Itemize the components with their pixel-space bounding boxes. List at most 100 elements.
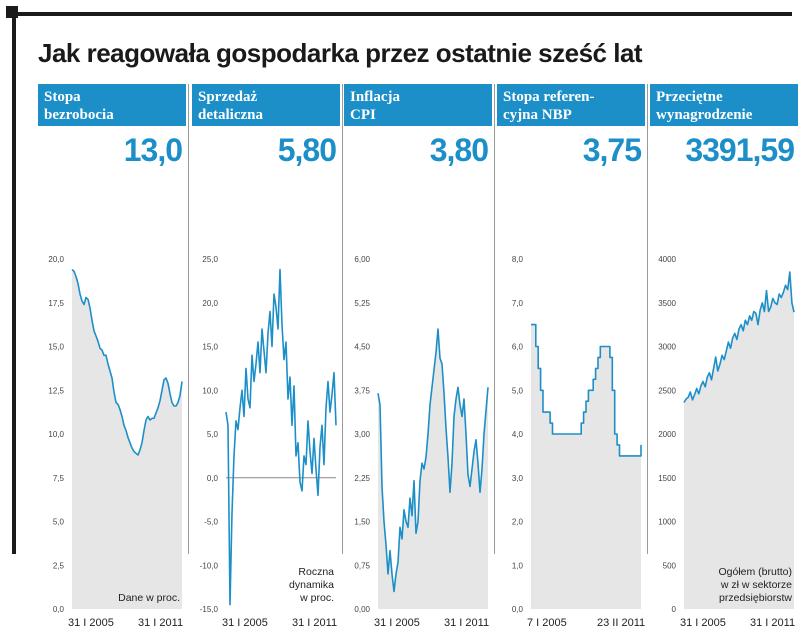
series-area (72, 269, 182, 609)
x-tick-label: 31 I 2011 (750, 617, 795, 629)
panel-header-line: Przeciętne (656, 89, 723, 105)
chart-panel-1: Stopa bezrobocia 13,0 20,0 17,5 15,0 12,5 10,0 7… (38, 84, 186, 629)
y-tick-label: 1000 (658, 518, 676, 527)
y-tick-label: 0,00 (354, 605, 370, 614)
y-tick-label: 6,00 (354, 255, 370, 264)
y-tick-label: 8,0 (512, 255, 524, 264)
y-tick-label: 0,0 (207, 474, 219, 483)
y-tick-label: 20,0 (202, 299, 218, 308)
series-area (684, 272, 794, 609)
y-tick-label: 500 (663, 561, 677, 570)
y-tick-label: 3000 (658, 343, 676, 352)
panel-header-line: bezrobocia (44, 107, 114, 123)
y-tick-label: 1,50 (354, 518, 370, 527)
y-tick-label: 3,00 (354, 430, 370, 439)
y-tick-label: 15,0 (202, 343, 218, 352)
panel-header-line: Stopa referen- (503, 89, 595, 105)
x-tick-label: 31 I 2011 (444, 617, 489, 629)
y-tick-label: 1500 (658, 474, 676, 483)
panel-header-line: detaliczna (198, 107, 263, 123)
chart-note: w zł w sektorze (720, 579, 792, 591)
y-tick-label: 0,0 (512, 605, 524, 614)
x-tick-label: 23 II 2011 (597, 617, 645, 629)
panel-current-value: 3,75 (582, 132, 642, 168)
frame-top-rule (12, 12, 792, 16)
y-tick-label: 0,75 (354, 561, 370, 570)
y-tick-label: 7,5 (53, 474, 65, 483)
panel-current-value: 13,0 (123, 132, 183, 168)
x-tick-label: 31 I 2011 (292, 617, 337, 629)
panel-header-line: cyjna NBP (503, 107, 572, 123)
y-tick-label: 17,5 (48, 299, 64, 308)
chart-note: w proc. (299, 592, 334, 604)
y-tick-label: 5,0 (53, 518, 65, 527)
chart-panel-4: Stopa referen-cyjna NBP 3,75 8,0 7,0 6,0 5,0 4… (497, 84, 645, 629)
y-tick-label: 2,25 (354, 474, 370, 483)
y-tick-label: -15,0 (200, 605, 219, 614)
chart-panel-5: Przeciętne wynagrodzenie 3391,59 4000 3500 30… (650, 84, 798, 629)
panel-header: Inflacja CPI (344, 84, 492, 126)
panel-chart: 8,0 7,0 6,0 5,0 4,0 3,0 2,0 1,0 0,07 I 2005 23 II… (512, 255, 645, 629)
panel-header-line: CPI (350, 107, 376, 123)
series-area (378, 329, 488, 609)
page-title: Jak reagowała gospodarka przez ostatnie … (38, 38, 643, 68)
y-tick-label: 2000 (658, 430, 676, 439)
y-tick-label: 5,0 (512, 386, 524, 395)
y-tick-label: 2500 (658, 386, 676, 395)
y-tick-label: 1,0 (512, 561, 524, 570)
panel-header-line: Inflacja (350, 89, 400, 105)
x-tick-label: 31 I 2005 (680, 617, 726, 629)
y-tick-label: -10,0 (200, 561, 219, 570)
y-tick-label: 20,0 (48, 255, 64, 264)
chart-note: dynamika (289, 579, 334, 591)
chart-note: Roczna (298, 566, 334, 578)
series-area (531, 324, 641, 609)
y-tick-label: 4,50 (354, 343, 370, 352)
panel-chart: 4000 3500 3000 2500 2000 1500 1000 500 0 Ogółem (… (658, 255, 795, 629)
panel-divider (647, 84, 648, 554)
y-tick-label: 4000 (658, 255, 676, 264)
y-tick-label: 0 (672, 605, 677, 614)
x-tick-label: 7 I 2005 (527, 617, 567, 629)
panel-current-value: 5,80 (277, 132, 337, 168)
chart-panel-3: Inflacja CPI 3,80 6,00 5,25 4,50 3,75 3,00 2,25 1… (344, 84, 492, 629)
frame-left-rule (12, 12, 16, 554)
x-tick-label: 31 I 2005 (222, 617, 268, 629)
panel-header: Stopa bezrobocia (38, 84, 186, 126)
y-tick-label: 5,25 (354, 299, 370, 308)
panel-divider (342, 84, 343, 554)
y-tick-label: 0,0 (53, 605, 65, 614)
y-tick-label: 3,0 (512, 474, 524, 483)
y-tick-label: 12,5 (48, 386, 64, 395)
y-tick-label: 7,0 (512, 299, 524, 308)
panel-divider (188, 84, 189, 554)
chart-note: Dane w proc. (118, 592, 180, 604)
x-tick-label: 31 I 2005 (68, 617, 114, 629)
chart-note: przedsiębiorstw (719, 592, 792, 604)
panel-chart: 20,0 17,5 15,0 12,5 10,0 7,5 5,0 2,5 0,0 Dane w p… (48, 255, 183, 629)
series-line (531, 323, 642, 457)
x-tick-label: 31 I 2005 (374, 617, 420, 629)
panel-header-line: Stopa (44, 89, 81, 105)
chart-note: Ogółem (brutto) (718, 566, 792, 578)
y-tick-label: 25,0 (202, 255, 218, 264)
y-tick-label: 4,0 (512, 430, 524, 439)
panel-divider (494, 84, 495, 554)
panel-current-value: 3391,59 (685, 132, 795, 168)
y-tick-label: 6,0 (512, 343, 524, 352)
y-tick-label: 10,0 (202, 386, 218, 395)
panel-chart: 6,00 5,25 4,50 3,75 3,00 2,25 1,50 0,75 0,00 31 I… (354, 255, 489, 629)
x-tick-label: 31 I 2011 (138, 617, 183, 629)
panel-chart: 25,0 20,0 15,0 10,0 5,0 0,0 -5,0 -10,0 -15,0 Rocz… (200, 255, 337, 629)
panel-header-line: wynagrodzenie (656, 107, 753, 123)
y-tick-label: 3,75 (354, 386, 370, 395)
y-tick-label: 10,0 (48, 430, 64, 439)
y-tick-label: 5,0 (207, 430, 219, 439)
panel-header: Stopa referen-cyjna NBP (497, 84, 645, 126)
y-tick-label: 15,0 (48, 343, 64, 352)
series-line (71, 268, 183, 456)
panel-header-line: Sprzedaż (198, 89, 258, 105)
chart-panel-2: Sprzedaż detaliczna 5,80 25,0 20,0 15,0 10,0 5,… (192, 84, 340, 629)
y-tick-label: 2,0 (512, 518, 524, 527)
panel-header: Sprzedaż detaliczna (192, 84, 340, 126)
